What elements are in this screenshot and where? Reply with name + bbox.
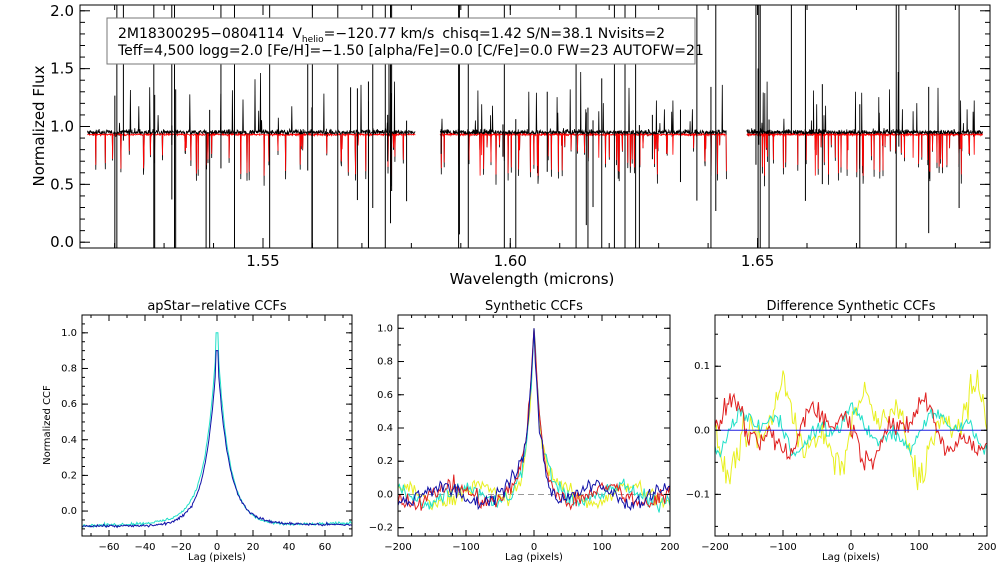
apstar-ccf-line-2 — [81, 350, 353, 529]
apstar-ccf-ticks: −60 −40 −20 0 20 40 60 0.0 0.2 0.4 0.6 0.8 1.0 — [61, 314, 352, 553]
x-tick-label: −60 — [98, 542, 119, 553]
annotation-v-subscript: helio — [302, 35, 324, 45]
y-tick-label: 0.6 — [377, 390, 393, 401]
difference-ccf-line-2 — [714, 402, 988, 458]
annotation-params-a: Teff=4,500 logg=2.0 [Fe/H] — [117, 43, 309, 59]
synthetic-ccf-plot-area — [397, 328, 671, 513]
x-tick-label: −200 — [384, 542, 411, 553]
spectrum-x-axis-label: Wavelength (microns) — [450, 270, 615, 288]
x-tick-label: 1.65 — [741, 252, 774, 270]
x-tick-label: 40 — [283, 542, 296, 553]
synthetic-ccf-title: Synthetic CCFs — [485, 299, 583, 314]
y-tick-label: 0.0 — [377, 489, 393, 500]
y-tick-label: 0.1 — [694, 361, 710, 372]
y-tick-label: 2.0 — [50, 2, 74, 20]
difference-ccf-plot-area — [714, 369, 988, 491]
x-tick-label: 60 — [319, 542, 332, 553]
x-tick-label: 0 — [848, 542, 854, 553]
x-tick-label: 1.55 — [246, 252, 279, 270]
x-tick-label: 1.60 — [494, 252, 527, 270]
annotation-line-2: Teff=4,500 logg=2.0 [Fe/H]=−1.50 [alpha/… — [117, 43, 704, 59]
annotation-stats: chisq=1.42 S/N=38.1 Nvisits=2 — [442, 26, 665, 42]
spectrum-observed-segment-1 — [87, 72, 416, 187]
y-tick-label: 0.0 — [50, 233, 74, 251]
x-tick-label: 20 — [247, 542, 260, 553]
y-tick-label: 1.0 — [50, 118, 74, 136]
y-tick-label: 0.5 — [50, 175, 74, 193]
y-tick-label: −0.2 — [369, 523, 393, 534]
y-tick-label: 1.0 — [377, 323, 393, 334]
x-tick-label: 100 — [909, 542, 928, 553]
annotation-box — [106, 17, 696, 65]
x-tick-label: 200 — [660, 542, 679, 553]
annotation-params-b: =−1.50 [alpha/Fe]=0.0 [C/Fe]=0.0 FW=23 A… — [309, 43, 703, 59]
y-tick-label: 0.8 — [377, 357, 393, 368]
apstar-ccf-y-axis-label: Normalized CCF — [42, 385, 53, 465]
y-tick-label: 0.4 — [377, 423, 393, 434]
x-tick-label: −100 — [452, 542, 479, 553]
spectrum-ticks: 1.55 1.60 1.65 0.0 0.5 1.0 1.5 2.0 — [50, 2, 990, 270]
synthetic-ccf-x-axis-label: Lag (pixels) — [505, 552, 563, 563]
difference-ccf-line-3 — [714, 392, 988, 471]
difference-ccf-panel: Difference Synthetic CCFs −200 −100 0 100 20… — [686, 299, 997, 563]
spectrum-observed-segment-2 — [439, 71, 727, 185]
x-tick-label: −200 — [701, 542, 728, 553]
synthetic-ccf-panel: Synthetic CCFs −200 −100 0 100 200 −0.2 0.0 0.2… — [369, 299, 680, 563]
x-tick-label: −100 — [769, 542, 796, 553]
y-tick-label: 0.2 — [61, 470, 77, 481]
y-tick-label: −0.1 — [686, 489, 710, 500]
y-tick-label: 1.5 — [50, 60, 74, 78]
spectrum-model-segment-1 — [87, 132, 416, 176]
annotation-v: V — [292, 26, 302, 42]
apstar-ccf-panel: apStar−relative CCFs −60 −40 −20 0 20 40 60 0.0… — [42, 299, 353, 563]
difference-ccf-x-axis-label: Lag (pixels) — [822, 552, 880, 563]
annotation-line-1: 2M18300295−0804114 Vhelio=−120.77 km/s chi… — [118, 26, 665, 45]
apstar-ccf-plot-area — [81, 332, 353, 529]
difference-ccf-ticks: −200 −100 0 100 200 −0.1 0.0 0.1 — [686, 315, 997, 553]
x-tick-label: −20 — [170, 542, 191, 553]
y-tick-label: 0.2 — [377, 456, 393, 467]
synthetic-ccf-ticks: −200 −100 0 100 200 −0.2 0.0 0.2 0.4 0.6 0.8 1.0 — [369, 315, 680, 553]
x-tick-label: −40 — [134, 542, 155, 553]
spectrum-y-axis-label: Normalized Flux — [30, 65, 48, 186]
x-tick-label: 100 — [592, 542, 611, 553]
spectrum-annotation: 2M18300295−0804114 Vhelio=−120.77 km/s chi… — [106, 17, 704, 65]
apstar-ccf-title: apStar−relative CCFs — [147, 299, 287, 314]
annotation-star-id: 2M18300295−0804114 — [118, 26, 284, 42]
annotation-v-value: =−120.77 km/s — [324, 26, 435, 42]
y-tick-label: 0.0 — [694, 425, 710, 436]
y-tick-label: 0.8 — [61, 363, 77, 374]
spectrum-panel: 1.55 1.60 1.65 0.0 0.5 1.0 1.5 2.0 2M18300295−0… — [30, 2, 991, 288]
y-tick-label: 0.0 — [61, 506, 77, 517]
spectrum-model-segment-3 — [746, 132, 983, 176]
y-tick-label: 1.0 — [61, 328, 77, 339]
y-tick-label: 0.6 — [61, 399, 77, 410]
difference-ccf-title: Difference Synthetic CCFs — [766, 299, 935, 314]
spectrum-model-segment-2 — [439, 132, 727, 176]
apstar-ccf-x-axis-label: Lag (pixels) — [188, 552, 246, 563]
synthetic-ccf-line-4 — [397, 328, 671, 512]
x-tick-label: 0 — [531, 542, 537, 553]
x-tick-label: 200 — [977, 542, 996, 553]
y-tick-label: 0.4 — [61, 435, 77, 446]
x-tick-label: 0 — [214, 542, 220, 553]
